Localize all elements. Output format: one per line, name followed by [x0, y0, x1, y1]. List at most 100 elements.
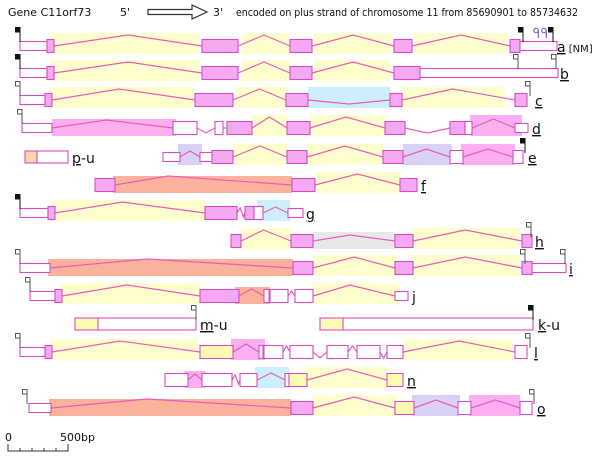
utr-box	[287, 207, 304, 219]
transcript-k-u: k-u	[319, 305, 560, 334]
utr-box	[531, 262, 567, 274]
exon-box	[230, 233, 242, 249]
transcript-label-a[interactable]: a [NM]	[557, 40, 593, 56]
thin-exon-box	[258, 344, 264, 360]
exon-box	[201, 372, 233, 388]
intron-highlight	[257, 200, 290, 221]
intron-highlight	[461, 144, 515, 165]
end-flag-icon	[191, 305, 197, 311]
intron-highlight	[403, 339, 512, 360]
intron-highlight	[403, 144, 452, 165]
intron-highlight	[242, 60, 290, 81]
transcript-label-o[interactable]: o	[537, 402, 546, 418]
exon-box	[326, 344, 349, 360]
strand-direction-arrow-icon	[147, 4, 209, 20]
cap-flag-icon	[520, 138, 526, 144]
exon-box	[94, 177, 116, 193]
thin-exon-box	[284, 372, 290, 388]
intron-line	[53, 34, 203, 47]
utr-box	[342, 317, 534, 331]
intron-line	[312, 284, 396, 297]
intron-line	[262, 206, 289, 214]
end-flag-icon	[25, 277, 31, 283]
exon-box	[211, 149, 234, 165]
intron-highlight	[50, 339, 198, 360]
intron-highlight	[235, 87, 286, 108]
exon-box	[393, 38, 413, 54]
utr-box	[162, 151, 181, 163]
intron-line	[470, 399, 521, 409]
exon-box	[253, 205, 264, 221]
transcript-label-m-u[interactable]: m-u	[200, 318, 228, 334]
intron-line	[251, 116, 288, 129]
intron-line	[238, 288, 265, 297]
exon-box	[514, 92, 528, 108]
transcript-label-l[interactable]: l	[534, 346, 538, 362]
intron-line	[307, 99, 391, 105]
scale-bar: 0 500bp	[5, 431, 95, 452]
intron-highlight	[414, 33, 508, 54]
exon-box	[519, 400, 533, 416]
intron-highlight	[231, 339, 265, 360]
intron-line	[51, 88, 196, 101]
end-flag-icon	[525, 333, 531, 339]
intron-line	[231, 373, 241, 386]
end-flag-icon	[22, 389, 28, 395]
intron-line	[179, 150, 201, 158]
transcript-label-h[interactable]: h	[535, 235, 544, 251]
intron-highlight	[313, 232, 395, 249]
exon-box	[290, 233, 314, 249]
exon-box	[44, 344, 53, 360]
thin-exon-box	[214, 120, 224, 136]
exon-box	[199, 288, 240, 304]
transcript-e: e	[162, 138, 537, 167]
transcript-label-f[interactable]: f	[421, 179, 427, 195]
intron-highlight	[307, 144, 383, 165]
intron-line	[237, 61, 291, 74]
transcript-label-d[interactable]: d	[532, 122, 541, 138]
utr-box	[19, 346, 46, 358]
intron-line	[404, 127, 451, 134]
transcript-c: c	[15, 81, 543, 110]
exon-box	[386, 372, 404, 388]
intron-highlight	[315, 172, 400, 193]
intron-line	[61, 284, 201, 297]
intron-line	[412, 229, 523, 242]
intron-line	[402, 148, 451, 158]
exon-box	[384, 120, 406, 136]
exon-box	[226, 120, 253, 136]
end-flag-icon	[15, 81, 21, 87]
intron-line	[311, 34, 395, 47]
transcript-label-n[interactable]: n	[407, 374, 416, 390]
exon-box	[285, 92, 309, 108]
transcript-label-e[interactable]: e	[528, 151, 537, 167]
exon-box	[289, 38, 313, 54]
exon-box	[294, 288, 314, 304]
transcript-label-p-u[interactable]: p-u	[72, 151, 95, 167]
utr-box	[199, 151, 213, 163]
transcript-label-k-u[interactable]: k-u	[538, 318, 560, 334]
intron-highlight	[311, 283, 400, 304]
transcript-label-g[interactable]: g	[306, 207, 315, 223]
exon-box	[290, 400, 314, 416]
intron-highlight	[60, 283, 200, 304]
transcript-label-c[interactable]: c	[535, 94, 543, 110]
intron-line	[114, 175, 293, 186]
transcript-label-j[interactable]: j	[411, 290, 416, 306]
transcript-label-i[interactable]: i	[569, 262, 573, 278]
cap-flag-icon	[528, 305, 534, 311]
transcript-label-b[interactable]: b	[560, 67, 569, 83]
end-flag-icon	[560, 249, 566, 255]
transcript-p-u: p-u	[24, 150, 95, 167]
exon-box	[24, 150, 38, 164]
exon-box	[204, 205, 238, 221]
exon-box	[394, 400, 415, 416]
exon-box	[464, 120, 473, 136]
exon-box	[514, 344, 528, 360]
intron-highlight	[314, 60, 390, 81]
exon-box	[289, 344, 314, 360]
intron-line	[232, 343, 260, 353]
exon-box	[457, 400, 472, 416]
transcript-g: g	[15, 194, 315, 223]
